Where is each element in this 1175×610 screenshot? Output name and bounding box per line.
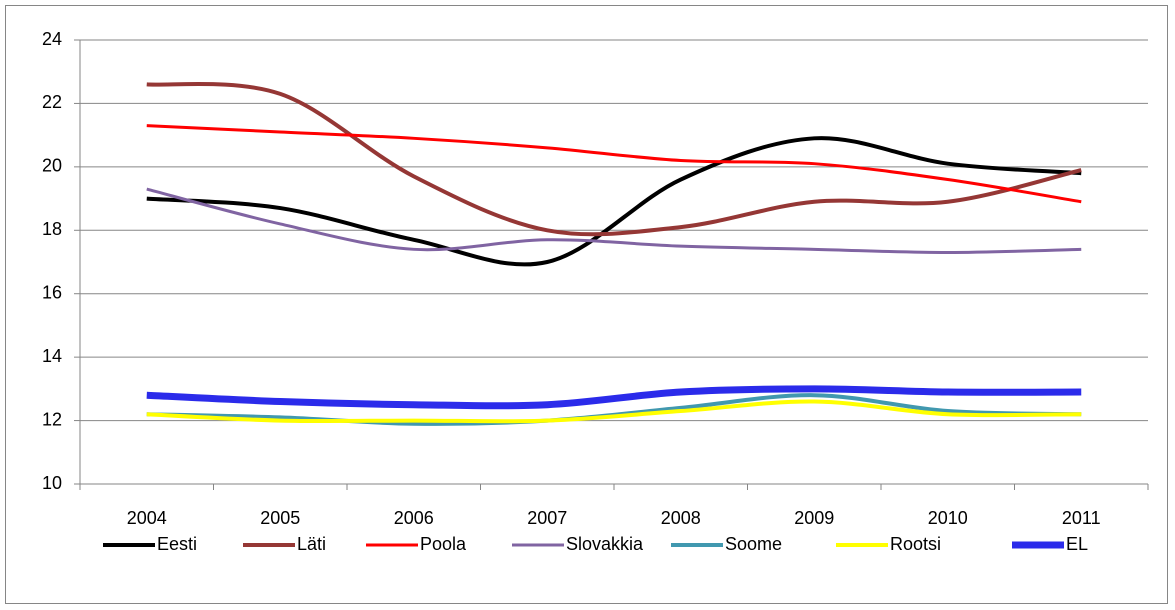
chart-border bbox=[5, 5, 1168, 604]
y-tick-label: 20 bbox=[42, 156, 62, 176]
x-tick-label: 2006 bbox=[394, 508, 434, 528]
y-tick-label: 12 bbox=[42, 409, 62, 429]
y-tick-label: 24 bbox=[42, 29, 62, 49]
x-tick-label: 2004 bbox=[127, 508, 167, 528]
legend-label: Poola bbox=[420, 534, 467, 554]
legend-label: Eesti bbox=[157, 534, 197, 554]
series-line bbox=[146, 81, 1082, 237]
series-line bbox=[146, 385, 1082, 410]
series-line bbox=[146, 399, 1082, 424]
x-tick-label: 2007 bbox=[527, 508, 567, 528]
legend-label: Rootsi bbox=[890, 534, 941, 554]
y-tick-label: 16 bbox=[42, 282, 62, 302]
legend-label: Slovakkia bbox=[566, 534, 644, 554]
series-line bbox=[146, 187, 1082, 254]
legend-label: EL bbox=[1066, 534, 1088, 554]
x-tick-label: 2009 bbox=[794, 508, 834, 528]
y-tick-label: 14 bbox=[42, 346, 62, 366]
series-line bbox=[146, 124, 1082, 204]
y-tick-label: 10 bbox=[42, 473, 62, 493]
x-tick-label: 2008 bbox=[661, 508, 701, 528]
x-tick-label: 2005 bbox=[260, 508, 300, 528]
legend-label: Läti bbox=[297, 534, 326, 554]
x-tick-label: 2011 bbox=[1062, 508, 1101, 528]
legend-label: Soome bbox=[725, 534, 782, 554]
series-line bbox=[146, 136, 1082, 267]
x-tick-label: 2010 bbox=[928, 508, 968, 528]
y-tick-label: 18 bbox=[42, 219, 62, 239]
y-tick-label: 22 bbox=[42, 92, 62, 112]
